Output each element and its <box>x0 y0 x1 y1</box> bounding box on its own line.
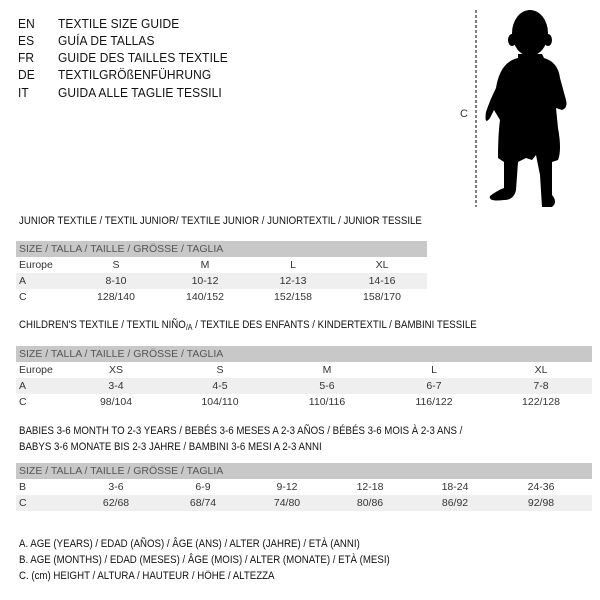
children-title-main: CHILDREN'S TEXTILE / TEXTIL NIÑO <box>19 319 186 331</box>
cell: 12-18 <box>356 481 384 493</box>
cell: 14-16 <box>368 275 396 287</box>
size-header: SIZE / TALLA / TAILLE / GRÖSSE / TAGLIA <box>19 465 224 477</box>
cell: 86/92 <box>441 497 469 509</box>
cell: XS <box>108 364 124 376</box>
table-header: SIZE / TALLA / TAILLE / GRÖSSE / TAGLIA <box>16 241 427 257</box>
row-label: C <box>19 291 27 303</box>
cell: 9-12 <box>276 481 298 493</box>
legend-a: A. AGE (YEARS) / EDAD (AÑOS) / ÂGE (ANS)… <box>19 538 360 550</box>
cell: 10-12 <box>191 275 219 287</box>
cell: 158/170 <box>363 291 401 303</box>
lang-code: IT <box>18 85 29 100</box>
junior-title: JUNIOR TEXTILE / TEXTIL JUNIOR/ TEXTILE … <box>19 215 422 227</box>
lang-title: TEXTILE SIZE GUIDE <box>58 16 180 31</box>
row-label: C <box>19 396 27 408</box>
lang-title: GUIDA ALLE TAGLIE TESSILI <box>58 85 222 100</box>
cell: 24-36 <box>527 481 555 493</box>
cell: 140/152 <box>186 291 224 303</box>
cell: 8-10 <box>105 275 127 287</box>
cell: 62/68 <box>102 497 130 509</box>
cell: L <box>290 259 296 271</box>
cell: 128/140 <box>97 291 135 303</box>
cell: 6-7 <box>426 380 442 392</box>
cell: M <box>322 364 332 376</box>
cell: S <box>216 364 224 376</box>
table-row: C 62/68 68/74 74/80 80/86 86/92 92/98 <box>16 495 592 511</box>
cell: 3-4 <box>108 380 124 392</box>
table-row: C 128/140 140/152 152/158 158/170 <box>16 289 427 305</box>
children-title: CHILDREN'S TEXTILE / TEXTIL NIÑO/A / TEX… <box>19 319 477 332</box>
legend-b: B. AGE (MONTHS) / EDAD (MESES) / ÂGE (MO… <box>19 554 390 566</box>
baby-height-figure: C <box>440 0 600 215</box>
cell: 116/122 <box>415 396 453 408</box>
size-header: SIZE / TALLA / TAILLE / GRÖSSE / TAGLIA <box>19 243 224 255</box>
size-header: SIZE / TALLA / TAILLE / GRÖSSE / TAGLIA <box>19 348 224 360</box>
table-row: A 3-4 4-5 5-6 6-7 7-8 <box>16 378 592 394</box>
junior-size-table: SIZE / TALLA / TAILLE / GRÖSSE / TAGLIA … <box>16 241 427 305</box>
cell: S <box>112 259 120 271</box>
children-size-table: SIZE / TALLA / TAILLE / GRÖSSE / TAGLIA … <box>16 346 592 410</box>
table-row: B 3-6 6-9 9-12 12-18 18-24 24-36 <box>16 479 592 495</box>
cell: 3-6 <box>108 481 124 493</box>
cell: XL <box>534 364 548 376</box>
cell: 74/80 <box>273 497 301 509</box>
cell: M <box>200 259 210 271</box>
lang-code: ES <box>18 33 35 48</box>
cell: 104/110 <box>201 396 239 408</box>
cell: 98/104 <box>99 396 133 408</box>
table-row: A 8-10 10-12 12-13 14-16 <box>16 273 427 289</box>
lang-title: GUIDE DES TAILLES TEXTILE <box>58 50 228 65</box>
table-row: Europe XS S M L XL <box>16 362 592 378</box>
row-label: A <box>19 380 27 392</box>
lang-code: FR <box>18 50 35 65</box>
cell: 68/74 <box>189 497 217 509</box>
row-label: Europe <box>19 259 53 271</box>
figure-label-c: C <box>460 108 468 120</box>
babies-size-table: SIZE / TALLA / TAILLE / GRÖSSE / TAGLIA … <box>16 463 592 511</box>
cell: XL <box>375 259 389 271</box>
lang-title: TEXTILGRÖßENFÜHRUNG <box>58 67 212 82</box>
babies-title-line2: BABYS 3-6 MONATE BIS 2-3 JAHRE / BAMBINI… <box>19 441 322 453</box>
row-label: Europe <box>19 364 53 376</box>
lang-title: GUÍA DE TALLAS <box>58 33 155 48</box>
lang-code: DE <box>18 67 35 82</box>
table-row: Europe S M L XL <box>16 257 427 273</box>
row-label: A <box>19 275 27 287</box>
cell: 7-8 <box>533 380 549 392</box>
cell: 80/86 <box>356 497 384 509</box>
cell: 110/116 <box>308 396 346 408</box>
table-header: SIZE / TALLA / TAILLE / GRÖSSE / TAGLIA <box>16 463 592 479</box>
cell: 4-5 <box>212 380 228 392</box>
lang-code: EN <box>18 16 35 31</box>
legend-c: C. (cm) HEIGHT / ALTURA / HAUTEUR / HÖHE… <box>19 570 275 582</box>
cell: 122/128 <box>522 396 560 408</box>
babies-title-line1: BABIES 3-6 MONTH TO 2-3 YEARS / BEBÉS 3-… <box>19 425 463 437</box>
baby-silhouette-icon <box>475 10 567 207</box>
cell: 12-13 <box>279 275 307 287</box>
children-title-rest: / TEXTILE DES ENFANTS / KINDERTEXTIL / B… <box>192 319 477 331</box>
cell: 152/158 <box>274 291 312 303</box>
cell: L <box>431 364 437 376</box>
cell: 6-9 <box>195 481 211 493</box>
table-header: SIZE / TALLA / TAILLE / GRÖSSE / TAGLIA <box>16 346 592 362</box>
cell: 18-24 <box>441 481 469 493</box>
row-label: B <box>19 481 27 493</box>
table-row: C 98/104 104/110 110/116 116/122 122/128 <box>16 394 592 410</box>
cell: 92/98 <box>527 497 555 509</box>
row-label: C <box>19 497 27 509</box>
cell: 5-6 <box>319 380 335 392</box>
children-title-sub: /A <box>185 323 193 332</box>
